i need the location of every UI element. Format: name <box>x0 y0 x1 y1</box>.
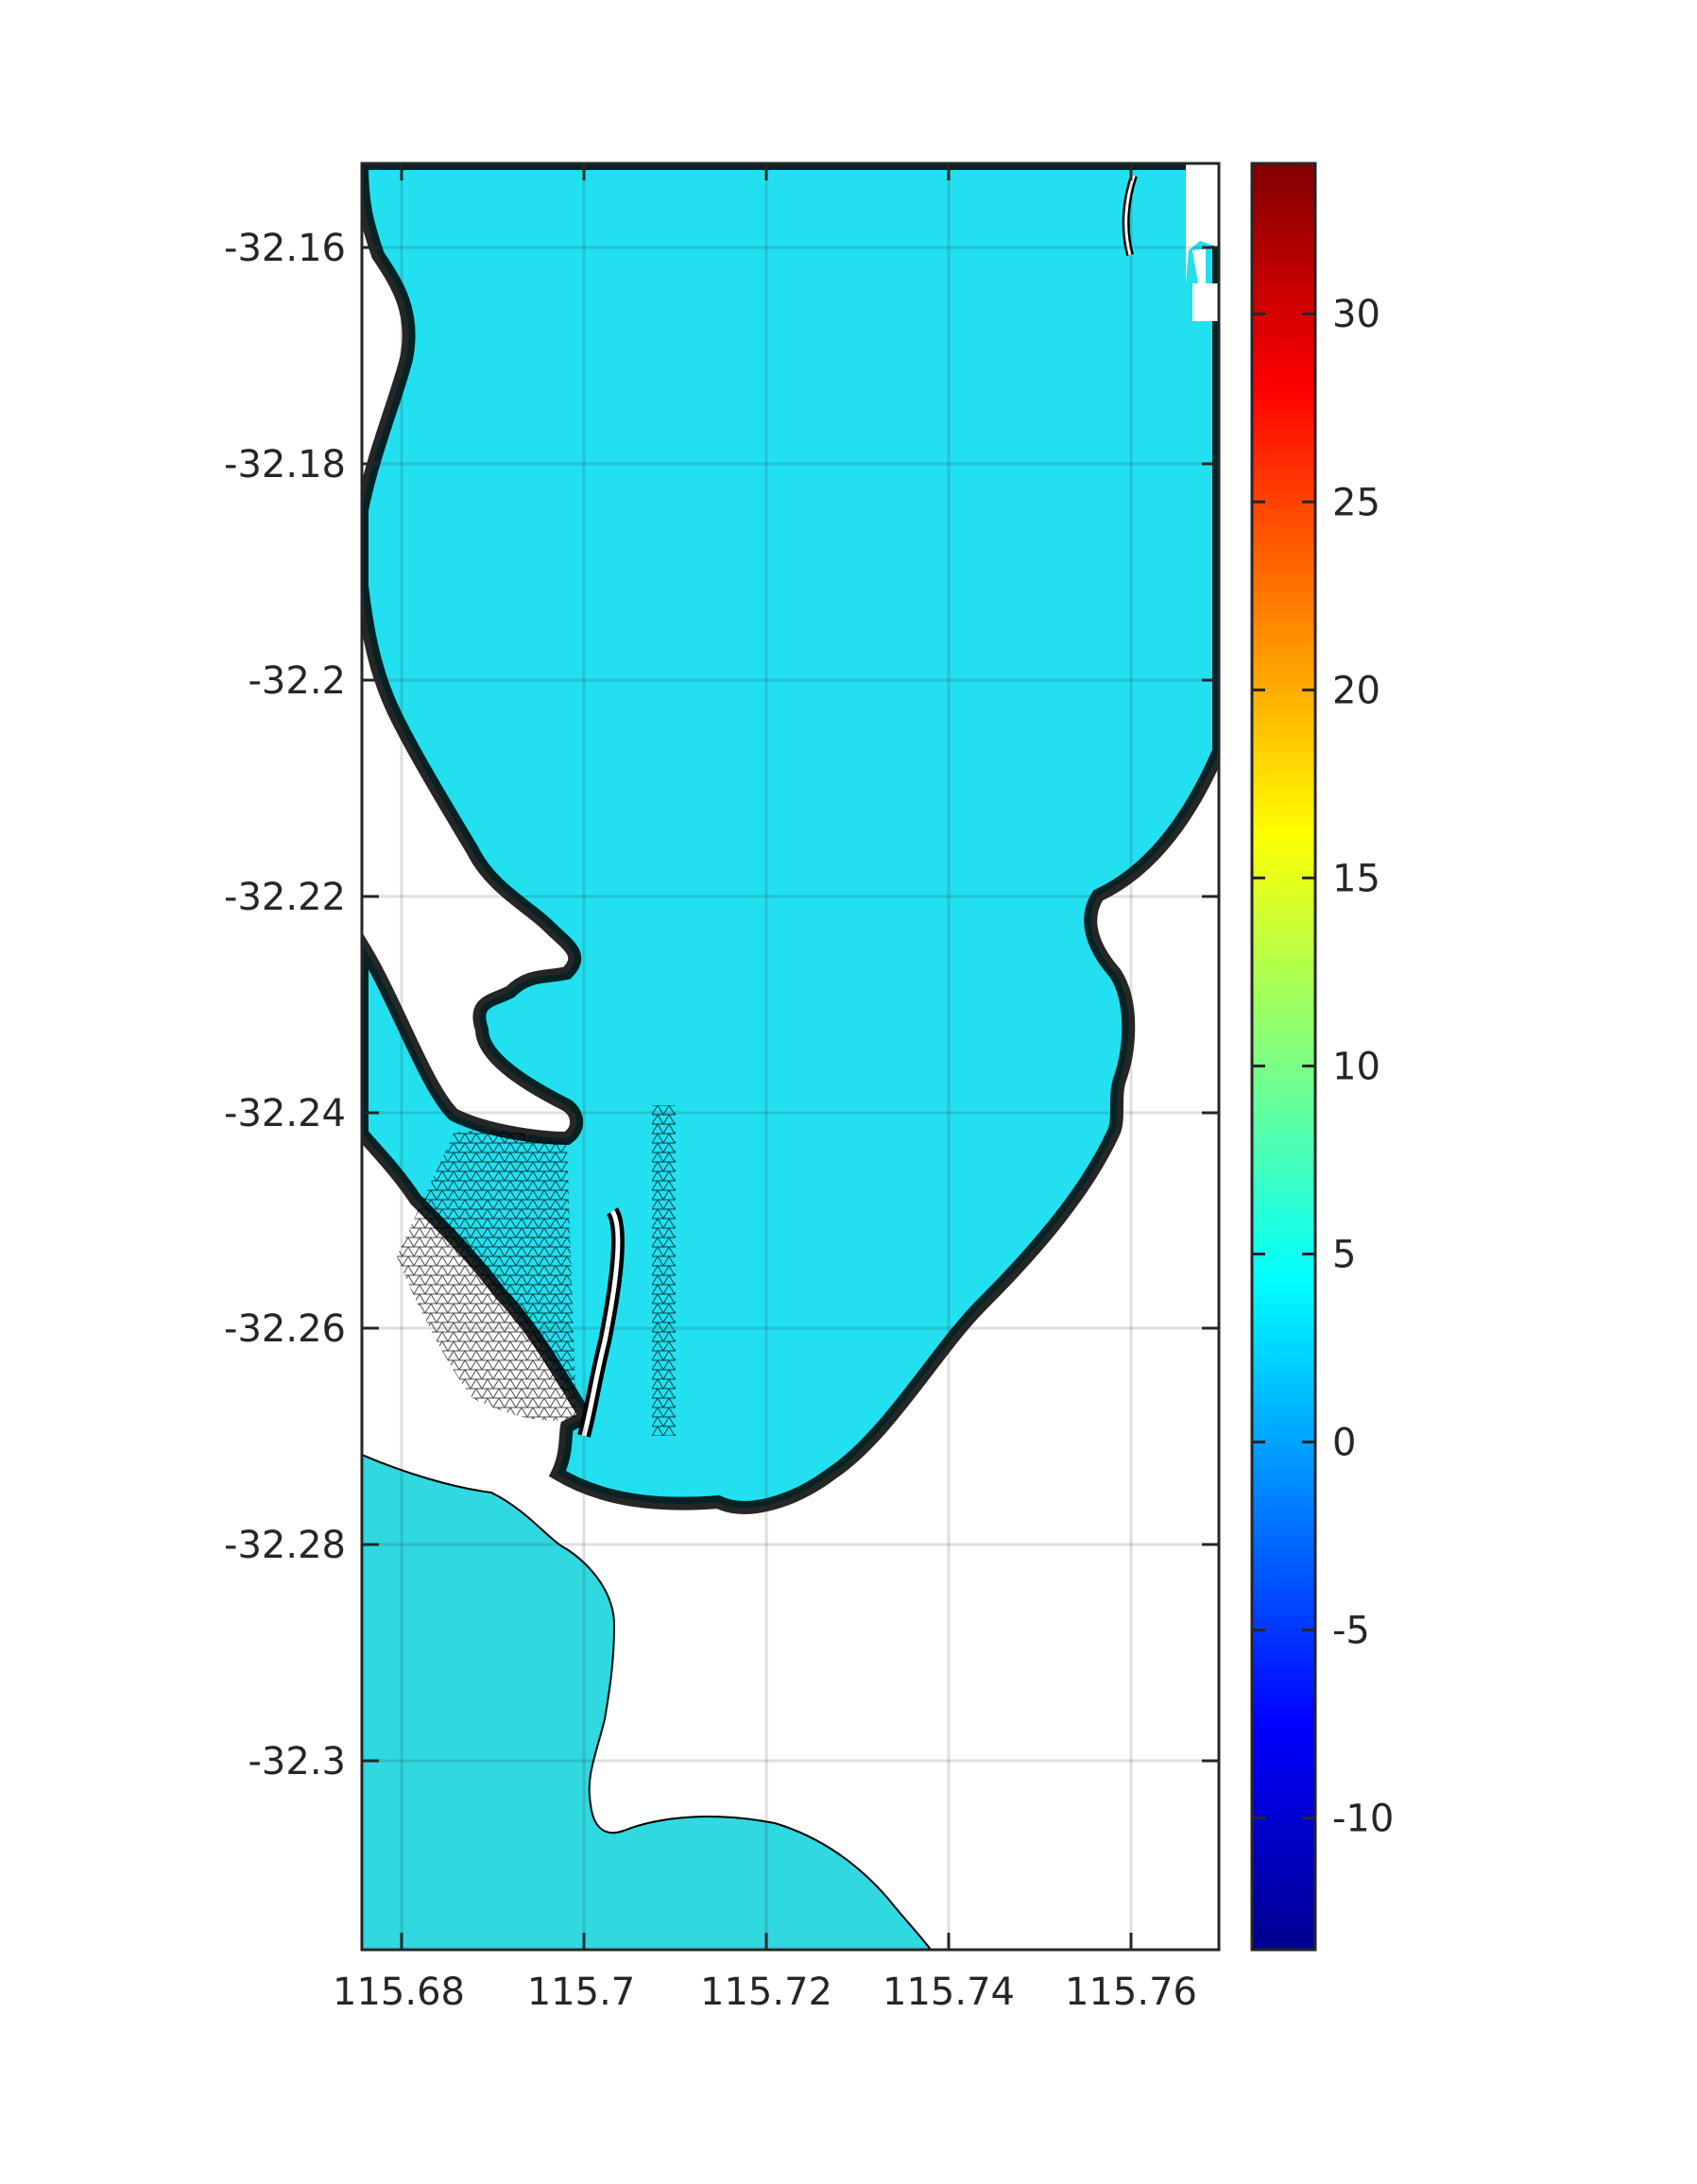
bathymetry-layer <box>362 163 1219 1950</box>
y-tick-label: -32.28 <box>224 1524 346 1567</box>
x-tick-label: 115.7 <box>527 1971 636 2014</box>
colorbar-tick-label: 15 <box>1332 857 1380 900</box>
grid-lines <box>362 163 1219 1950</box>
colorbar-tick-label: -5 <box>1332 1610 1370 1653</box>
x-tick-label: 115.74 <box>883 1971 1015 2014</box>
colorbar-tick-label: 20 <box>1332 669 1380 712</box>
colorbar-gradient <box>1250 162 1317 1952</box>
y-tick-label: -32.3 <box>249 1740 347 1783</box>
land-ne <box>1186 163 1219 321</box>
y-tick-labels: -32.16 -32.18 -32.2 -32.22 -32.24 -32.26… <box>224 227 346 1783</box>
breakwaters <box>577 174 1138 1438</box>
y-tick-label: -32.24 <box>224 1092 346 1135</box>
x-tick-label: 115.68 <box>333 1971 465 2014</box>
colorbar-tick-label: 25 <box>1332 481 1380 524</box>
colorbar-tick-label: 0 <box>1332 1422 1356 1465</box>
axes-frame <box>360 162 1221 1952</box>
y-tick-label: -32.2 <box>249 659 347 703</box>
harbour-mesh <box>397 1105 676 1436</box>
y-tick-label: -32.16 <box>224 227 346 270</box>
map-axes: 115.68 115.7 115.72 115.74 115.76 -32.16… <box>224 162 1221 2014</box>
colorbar-tick-label: 10 <box>1332 1045 1380 1088</box>
y-tick-label: -32.26 <box>224 1307 346 1351</box>
x-tick-labels: 115.68 115.7 115.72 115.74 115.76 <box>333 1971 1197 2014</box>
colorbar-ticks: 30 25 20 15 10 5 0 -5 -10 <box>1252 293 1394 1841</box>
x-tick-label: 115.76 <box>1065 1971 1197 2014</box>
colorbar: 30 25 20 15 10 5 0 -5 -10 <box>1250 162 1394 1952</box>
tick-marks <box>362 163 1219 1950</box>
y-tick-label: -32.22 <box>224 876 346 919</box>
colorbar-tick-label: 30 <box>1332 293 1380 336</box>
colorbar-tick-label: -10 <box>1332 1798 1394 1841</box>
x-tick-label: 115.72 <box>700 1971 832 2014</box>
y-tick-label: -32.18 <box>224 443 346 486</box>
colorbar-tick-label: 5 <box>1332 1234 1356 1277</box>
water-body-south <box>362 1454 932 1950</box>
